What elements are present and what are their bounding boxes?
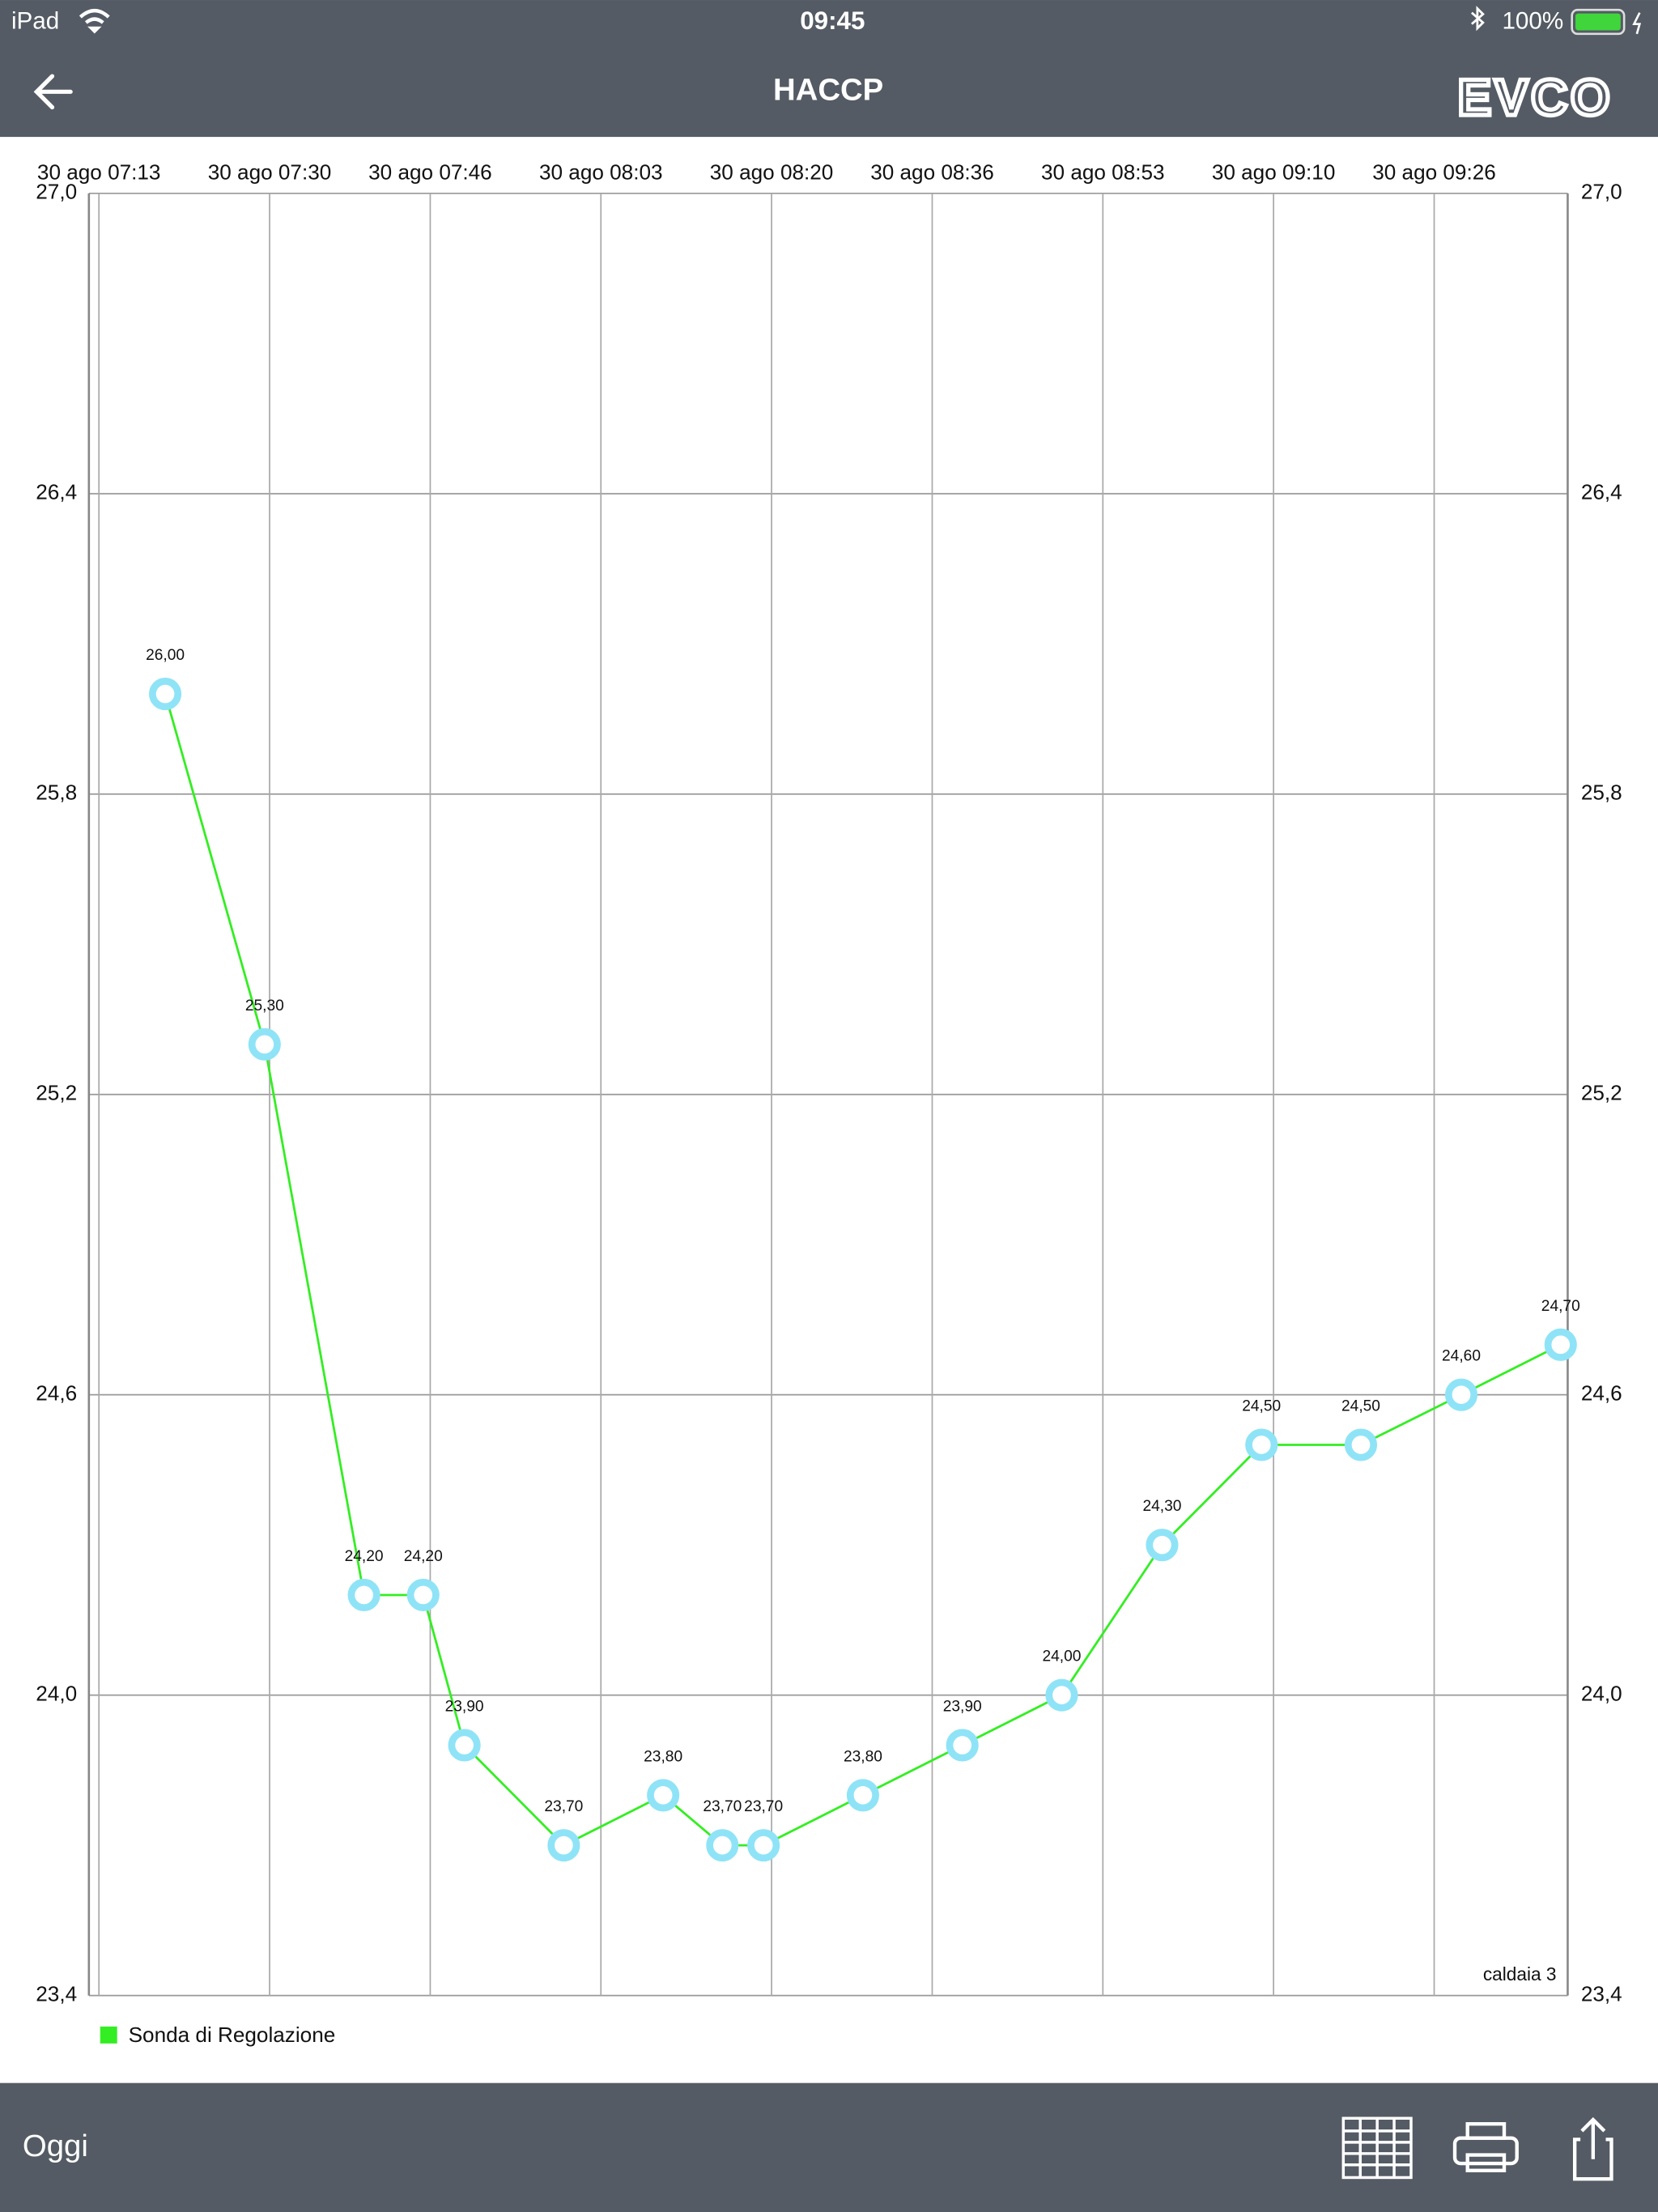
- share-button[interactable]: [1572, 2116, 1613, 2181]
- data-point: [448, 1729, 481, 1762]
- data-point: [1544, 1328, 1577, 1361]
- data-point: [547, 1829, 580, 1862]
- x-tick-label: 30 ago 07:30: [208, 160, 332, 184]
- clock: 09:45: [800, 6, 865, 35]
- data-label: 26,00: [146, 647, 185, 664]
- data-label: 24,30: [1142, 1498, 1181, 1515]
- y2-tick-label: 24,0: [1581, 1682, 1622, 1706]
- data-point: [647, 1779, 680, 1812]
- today-button[interactable]: Oggi: [23, 2129, 88, 2163]
- print-button[interactable]: [1452, 2122, 1519, 2172]
- data-point: [846, 1779, 879, 1812]
- data-label: 23,90: [943, 1698, 982, 1715]
- nav-title: HACCP: [773, 72, 883, 107]
- x-tick-label: 30 ago 07:13: [37, 160, 161, 184]
- data-label: 24,60: [1442, 1348, 1481, 1365]
- y2-tick-label: 25,2: [1581, 1081, 1622, 1105]
- data-point: [946, 1729, 979, 1762]
- data-point: [1146, 1529, 1179, 1562]
- y2-tick-label: 23,4: [1581, 1982, 1622, 2006]
- y2-tick-label: 24,6: [1581, 1381, 1622, 1406]
- battery-percent: 100%: [1502, 8, 1563, 35]
- data-line: [164, 693, 1562, 1847]
- x-tick-label: 30 ago 08:03: [539, 160, 663, 184]
- header-bg: [0, 0, 1658, 138]
- y-tick-label: 26,4: [36, 480, 77, 504]
- data-label: 24,20: [345, 1548, 384, 1565]
- data-point: [347, 1578, 380, 1612]
- chart: 23,4 23,4 24,0 24,0 24,6 24,6 25,2 25,2 25,8 25,8…: [36, 160, 1622, 2047]
- y2-tick-label: 25,8: [1581, 781, 1622, 805]
- data-point: [149, 678, 182, 711]
- legend-swatch: [100, 2026, 117, 2044]
- logo: EVCO: [1457, 70, 1613, 126]
- battery-level: [1575, 13, 1621, 31]
- y2-tick-label: 26,4: [1581, 480, 1622, 504]
- data-point: [406, 1578, 440, 1612]
- table-button[interactable]: [1341, 2116, 1413, 2180]
- data-point: [1045, 1678, 1078, 1712]
- data-label: 24,50: [1242, 1398, 1281, 1415]
- data-label: 23,70: [544, 1798, 583, 1815]
- data-label: 23,80: [644, 1748, 682, 1765]
- legend-label: Sonda di Regolazione: [129, 2023, 336, 2047]
- wifi-icon: [79, 8, 110, 34]
- data-point: [1444, 1378, 1478, 1411]
- annotation: caldaia 3: [1483, 1963, 1557, 1984]
- toolbar-bg: [0, 2082, 1658, 2212]
- data-label: 23,70: [703, 1798, 742, 1815]
- y-tick-label: 27,0: [36, 180, 77, 204]
- x-tick-label: 30 ago 09:10: [1212, 160, 1336, 184]
- x-tick-label: 30 ago 08:36: [870, 160, 994, 184]
- data-point: [1344, 1428, 1378, 1461]
- data-label: 24,20: [404, 1548, 443, 1565]
- data-point: [747, 1829, 780, 1862]
- data-label: 24,00: [1042, 1648, 1081, 1665]
- x-tick-label: 30 ago 08:20: [710, 160, 834, 184]
- battery-icon: [1571, 8, 1626, 36]
- y2-tick-label: 27,0: [1581, 180, 1622, 204]
- y-tick-label: 25,2: [36, 1081, 77, 1105]
- data-label: 23,80: [844, 1748, 882, 1765]
- bluetooth-icon: [1471, 6, 1485, 32]
- y-tick-label: 23,4: [36, 1982, 77, 2006]
- back-button[interactable]: [33, 74, 73, 110]
- data-label: 24,50: [1341, 1398, 1380, 1415]
- data-label: 24,70: [1541, 1298, 1580, 1315]
- x-tick-label: 30 ago 09:26: [1372, 160, 1496, 184]
- data-label: 23,90: [445, 1698, 484, 1715]
- data-label: 25,30: [245, 998, 284, 1015]
- y-tick-label: 24,0: [36, 1682, 77, 1706]
- charging-icon: [1632, 12, 1642, 35]
- y-tick-label: 25,8: [36, 781, 77, 805]
- data-point: [248, 1027, 281, 1061]
- data-point: [1245, 1428, 1278, 1461]
- data-label: 23,70: [744, 1798, 783, 1815]
- data-point: [706, 1829, 739, 1862]
- x-tick-label: 30 ago 07:46: [368, 160, 492, 184]
- device-name: iPad: [11, 8, 59, 35]
- y-tick-label: 24,6: [36, 1381, 77, 1406]
- x-tick-label: 30 ago 08:53: [1041, 160, 1165, 184]
